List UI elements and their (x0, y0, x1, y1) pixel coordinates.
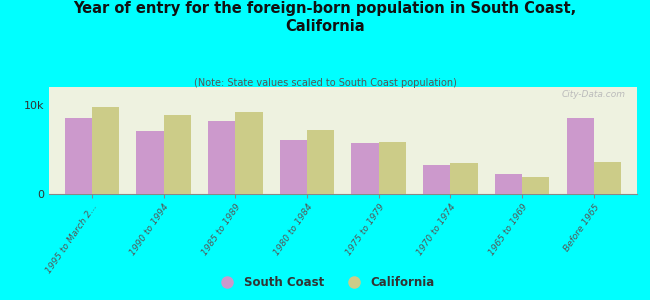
Bar (495, 174, 522, 194)
Bar (423, 165, 450, 194)
Bar (64, 118, 92, 194)
Text: City-Data.com: City-Data.com (561, 90, 625, 99)
Text: Year of entry for the foreign-born population in South Coast,
California: Year of entry for the foreign-born popul… (73, 2, 577, 34)
Bar (379, 142, 406, 194)
Bar (594, 162, 621, 194)
Legend: South Coast, California: South Coast, California (211, 272, 439, 294)
Bar (522, 177, 549, 194)
Bar (352, 143, 379, 194)
Text: (Note: State values scaled to South Coast population): (Note: State values scaled to South Coas… (194, 78, 456, 88)
Bar (450, 163, 478, 194)
Bar (280, 140, 307, 194)
Bar (307, 130, 334, 194)
Bar (235, 112, 263, 194)
Bar (567, 118, 594, 194)
Bar (136, 131, 164, 194)
Bar (208, 121, 235, 194)
Bar (92, 106, 119, 194)
Bar (164, 116, 191, 194)
